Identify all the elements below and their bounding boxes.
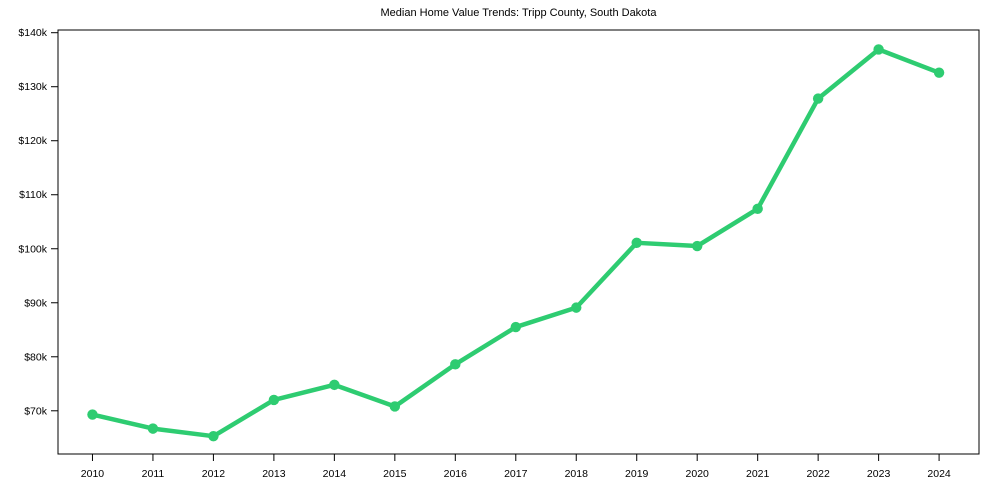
data-point-2014 [329, 379, 340, 391]
x-tick-label: 2022 [806, 468, 830, 480]
data-point-2015 [389, 401, 401, 412]
data-point-2013 [268, 394, 280, 406]
x-tick-label: 2013 [262, 468, 286, 480]
x-tick-label: 2014 [323, 468, 347, 480]
x-tick-label: 2020 [686, 468, 710, 480]
x-tick-label: 2011 [142, 468, 165, 480]
y-tick-label: $130k [18, 81, 47, 93]
plot-frame [57, 29, 980, 455]
x-tick-label: 2023 [867, 468, 891, 480]
y-tick-label: $90k [24, 297, 48, 309]
data-point-2020 [691, 240, 703, 252]
x-tick-label: 2024 [927, 468, 951, 480]
x-tick-label: 2019 [625, 468, 649, 480]
data-point-2010 [87, 409, 98, 420]
data-point-2016 [450, 359, 461, 370]
data-point-2018 [571, 302, 582, 313]
x-tick-label: 2021 [746, 468, 770, 480]
y-tick-label: $120k [18, 135, 47, 147]
data-point-2012 [208, 430, 219, 442]
x-tick-label: 2016 [444, 468, 468, 480]
data-point-2022 [812, 93, 824, 104]
data-point-2011 [147, 423, 159, 434]
chart-title: Median Home Value Trends: Tripp County, … [380, 7, 657, 19]
data-point-2021 [752, 203, 763, 214]
y-tick-label: $100k [18, 243, 47, 255]
x-tick-label: 2018 [565, 468, 589, 480]
y-tick-label: $70k [24, 405, 48, 417]
data-point-2017 [510, 321, 521, 333]
data-point-2019 [631, 237, 642, 249]
x-tick-label: 2012 [202, 468, 226, 480]
data-point-2023 [873, 44, 884, 55]
data-point-2024 [933, 67, 945, 78]
y-tick-label: $80k [24, 351, 48, 363]
x-tick-label: 2010 [81, 468, 105, 480]
x-tick-label: 2017 [504, 468, 528, 480]
y-tick-label: $110k [19, 189, 48, 201]
x-tick-label: 2015 [383, 468, 407, 480]
trend-line [90, 47, 942, 439]
y-tick-label: $140k [18, 27, 47, 39]
